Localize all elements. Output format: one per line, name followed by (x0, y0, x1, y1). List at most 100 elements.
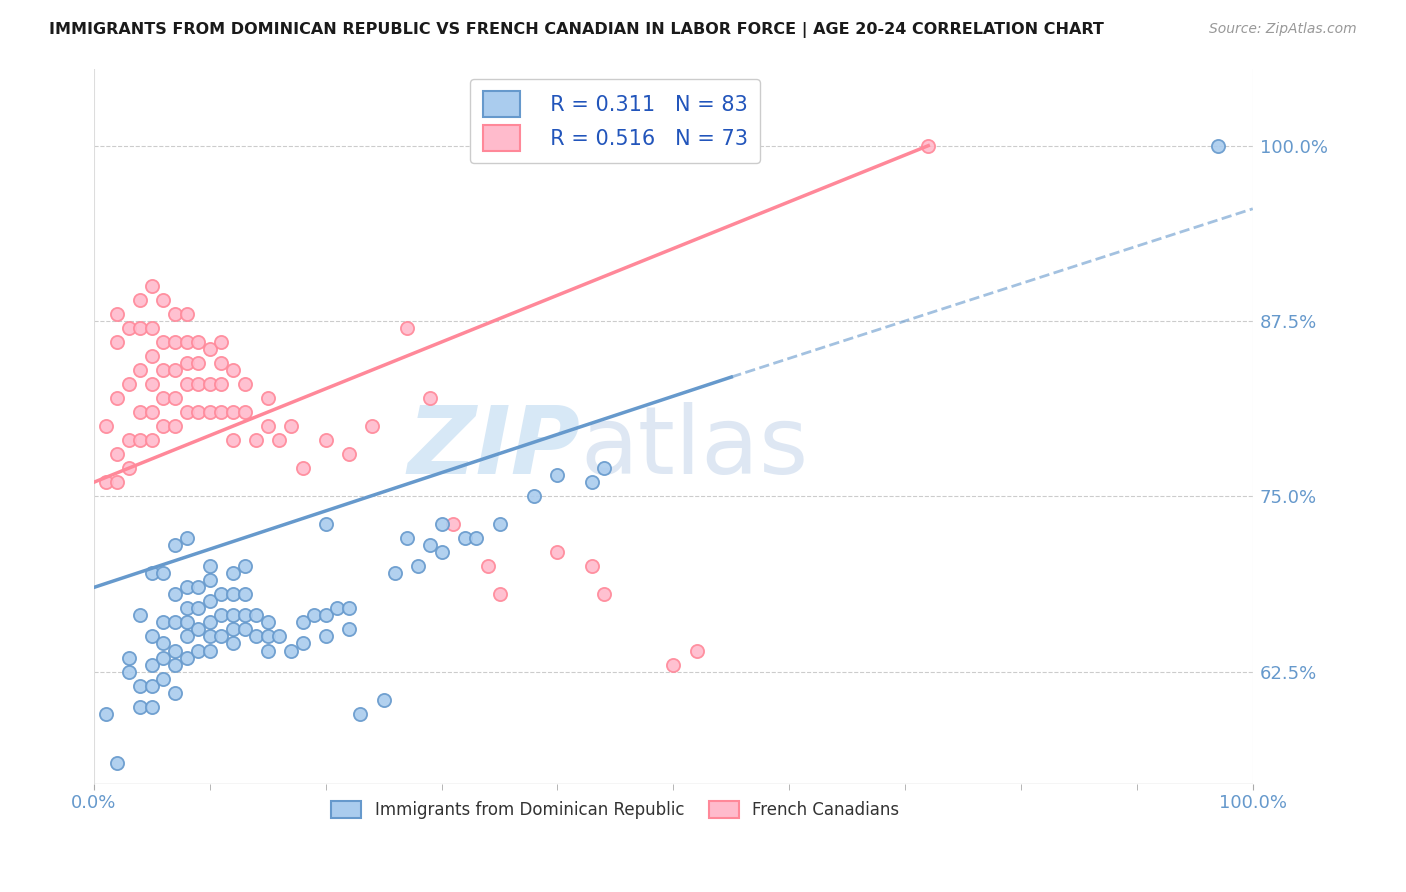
Point (477, 559, 499, 574)
Point (430, 517, 453, 532)
Point (152, 334, 174, 349)
Point (94, 419, 117, 434)
Point (280, 419, 302, 434)
Point (302, 608, 325, 623)
Point (129, 363, 152, 377)
Point (1206, 138, 1229, 153)
Point (105, 307, 128, 321)
Point (165, 657, 187, 672)
Point (176, 581, 198, 595)
Point (209, 608, 232, 623)
Point (256, 630, 278, 644)
Point (233, 608, 256, 623)
Point (419, 538, 441, 552)
Point (291, 615, 314, 630)
Point (165, 587, 187, 601)
Point (209, 405, 232, 419)
Point (187, 643, 209, 657)
Point (441, 517, 464, 532)
Point (176, 650, 198, 665)
Point (94, 706, 117, 721)
Point (129, 433, 152, 447)
Point (209, 587, 232, 601)
Point (187, 334, 209, 349)
Point (337, 623, 360, 637)
Point (337, 447, 360, 461)
Point (198, 615, 221, 630)
Point (176, 405, 198, 419)
Point (176, 377, 198, 392)
Point (546, 545, 568, 559)
Point (187, 623, 209, 637)
Point (280, 643, 302, 657)
Point (581, 559, 603, 574)
Point (233, 587, 256, 601)
Point (361, 419, 384, 434)
Point (105, 756, 128, 770)
Point (198, 574, 221, 588)
Point (291, 461, 314, 475)
Point (315, 517, 337, 532)
Point (141, 657, 163, 672)
Point (141, 279, 163, 293)
Point (152, 566, 174, 581)
Point (187, 601, 209, 615)
Point (176, 531, 198, 545)
Point (176, 356, 198, 370)
Point (165, 685, 187, 699)
Point (152, 650, 174, 665)
Point (94, 475, 117, 490)
Point (373, 692, 395, 706)
Point (222, 587, 245, 601)
Point (165, 615, 187, 630)
Point (129, 321, 152, 335)
Point (118, 461, 141, 475)
Point (141, 405, 163, 419)
Point (269, 433, 291, 447)
Point (187, 377, 209, 392)
Point (152, 391, 174, 405)
Point (165, 334, 187, 349)
Point (141, 377, 163, 392)
Point (685, 643, 707, 657)
Point (465, 531, 488, 545)
Point (118, 665, 141, 679)
Point (187, 405, 209, 419)
Text: IMMIGRANTS FROM DOMINICAN REPUBLIC VS FRENCH CANADIAN IN LABOR FORCE | AGE 20-24: IMMIGRANTS FROM DOMINICAN REPUBLIC VS FR… (49, 22, 1104, 38)
Point (105, 334, 128, 349)
Point (165, 363, 187, 377)
Point (209, 630, 232, 644)
Point (430, 545, 453, 559)
Point (222, 405, 245, 419)
Point (118, 433, 141, 447)
Point (198, 630, 221, 644)
Point (315, 608, 337, 623)
Point (233, 405, 256, 419)
Point (315, 433, 337, 447)
Point (176, 334, 198, 349)
Point (419, 391, 441, 405)
Point (233, 377, 256, 392)
Point (233, 623, 256, 637)
Point (141, 321, 163, 335)
Point (129, 608, 152, 623)
Point (592, 461, 614, 475)
Point (141, 679, 163, 693)
Point (395, 531, 418, 545)
Point (165, 538, 187, 552)
Point (315, 630, 337, 644)
Point (176, 307, 198, 321)
Legend: Immigrants from Dominican Republic, French Canadians: Immigrants from Dominican Republic, Fren… (325, 794, 907, 825)
Point (454, 531, 477, 545)
Point (118, 650, 141, 665)
Point (662, 657, 685, 672)
Point (488, 517, 510, 532)
Point (222, 636, 245, 650)
Point (141, 433, 163, 447)
Point (198, 643, 221, 657)
Point (209, 334, 232, 349)
Text: atlas: atlas (581, 401, 808, 493)
Point (256, 615, 278, 630)
Point (176, 615, 198, 630)
Point (209, 356, 232, 370)
